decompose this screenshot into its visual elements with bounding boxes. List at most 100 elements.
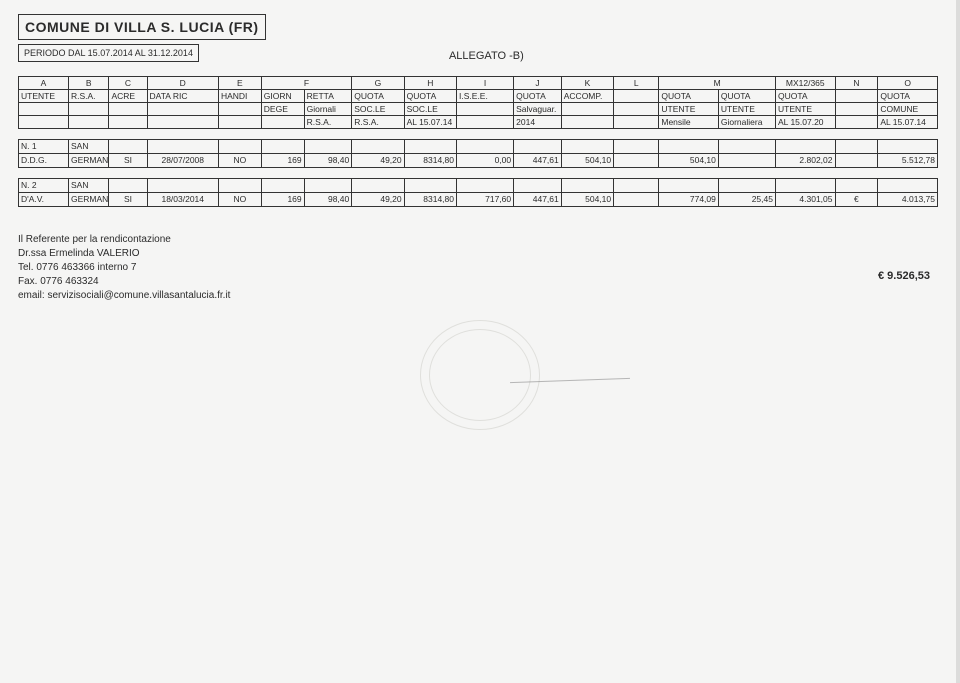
table-row: D'A.V. GERMANO SI 18/03/2014 NO 169 98,4… bbox=[19, 193, 938, 207]
cell: 504,10 bbox=[561, 154, 613, 168]
hcell bbox=[457, 103, 514, 116]
hcell: Salvaguar. bbox=[514, 103, 562, 116]
footer-line: Tel. 0776 463366 interno 7 bbox=[18, 261, 230, 275]
hcell: SOC.LE bbox=[404, 103, 456, 116]
col-letter: K bbox=[561, 77, 613, 90]
hcell: QUOTA bbox=[352, 90, 404, 103]
cell bbox=[261, 179, 304, 193]
header-row-1: UTENTE R.S.A. ACRE DATA RIC HANDI GIORN … bbox=[19, 90, 938, 103]
cell bbox=[878, 179, 938, 193]
hcell: R.S.A. bbox=[68, 90, 108, 103]
cell: 5.512,78 bbox=[878, 154, 938, 168]
cell: 504,10 bbox=[561, 193, 613, 207]
cell: 169 bbox=[261, 154, 304, 168]
data-block-1: N. 1 SAN D.D.G. GE bbox=[18, 139, 942, 168]
col-letter: A bbox=[19, 77, 69, 90]
col-letter: F bbox=[261, 77, 351, 90]
cell bbox=[614, 179, 659, 193]
cell: 169 bbox=[261, 193, 304, 207]
cell: NO bbox=[218, 154, 261, 168]
cell: 98,40 bbox=[304, 154, 352, 168]
table-row: N. 1 SAN bbox=[19, 140, 938, 154]
period-row: PERIODO DAL 15.07.2014 AL 31.12.2014 ALL… bbox=[18, 44, 942, 62]
hcell: DATA RIC bbox=[147, 90, 218, 103]
hcell bbox=[614, 103, 659, 116]
cell: 447,61 bbox=[514, 154, 562, 168]
scan-edge bbox=[956, 0, 960, 683]
cell: 2.802,02 bbox=[775, 154, 835, 168]
hcell bbox=[19, 103, 69, 116]
hcell bbox=[835, 90, 878, 103]
hcell bbox=[109, 116, 147, 129]
hcell: R.S.A. bbox=[304, 116, 352, 129]
col-letter: J bbox=[514, 77, 562, 90]
hcell: ACCOMP. bbox=[561, 90, 613, 103]
hcell: QUOTA bbox=[659, 90, 719, 103]
hcell: Giornali bbox=[304, 103, 352, 116]
hcell bbox=[835, 116, 878, 129]
hcell bbox=[614, 116, 659, 129]
cell: SAN bbox=[68, 140, 108, 154]
col-letter: MX12/365 bbox=[776, 77, 836, 90]
col-letter: N bbox=[835, 77, 878, 90]
footer-line: Fax. 0776 463324 bbox=[18, 275, 230, 289]
hcell: RETTA bbox=[304, 90, 352, 103]
cell bbox=[147, 179, 218, 193]
cell bbox=[218, 179, 261, 193]
hcell: AL 15.07.14 bbox=[878, 116, 938, 129]
cell: N. 1 bbox=[19, 140, 69, 154]
col-letter: I bbox=[457, 77, 514, 90]
cell: 4.301,05 bbox=[775, 193, 835, 207]
footer-line: Dr.ssa Ermelinda VALERIO bbox=[18, 247, 230, 261]
hcell bbox=[835, 103, 878, 116]
cell: 8314,80 bbox=[404, 154, 456, 168]
cell bbox=[109, 140, 147, 154]
cell: N. 2 bbox=[19, 179, 69, 193]
cell: D'A.V. bbox=[19, 193, 69, 207]
hcell bbox=[147, 103, 218, 116]
cell bbox=[614, 193, 659, 207]
cell: 18/03/2014 bbox=[147, 193, 218, 207]
hcell: QUOTA bbox=[404, 90, 456, 103]
hcell: QUOTA bbox=[776, 90, 836, 103]
cell bbox=[614, 154, 659, 168]
cell: 49,20 bbox=[352, 154, 404, 168]
hcell: SOC.LE bbox=[352, 103, 404, 116]
footer-text: Il Referente per la rendicontazione Dr.s… bbox=[18, 233, 230, 303]
cell bbox=[878, 140, 938, 154]
col-letter: H bbox=[404, 77, 456, 90]
cell bbox=[614, 140, 659, 154]
hcell: QUOTA bbox=[878, 90, 938, 103]
cell: 28/07/2008 bbox=[147, 154, 218, 168]
table-row: N. 2 SAN bbox=[19, 179, 938, 193]
cell: 8314,80 bbox=[404, 193, 456, 207]
col-letter: M bbox=[659, 77, 776, 90]
cell bbox=[718, 140, 775, 154]
cell bbox=[304, 140, 352, 154]
allegato-label: ALLEGATO -B) bbox=[449, 50, 524, 62]
cell: € bbox=[835, 193, 878, 207]
period: PERIODO DAL 15.07.2014 AL 31.12.2014 bbox=[18, 44, 199, 62]
hcell: COMUNE bbox=[878, 103, 938, 116]
cell bbox=[718, 179, 775, 193]
cell bbox=[835, 140, 878, 154]
hcell bbox=[261, 116, 304, 129]
cell: 774,09 bbox=[659, 193, 719, 207]
header-row-3: R.S.A. R.S.A. AL 15.07.14 2014 Mensile G… bbox=[19, 116, 938, 129]
col-letter: O bbox=[878, 77, 938, 90]
cell bbox=[561, 140, 613, 154]
cell bbox=[147, 140, 218, 154]
hcell: AL 15.07.14 bbox=[404, 116, 456, 129]
cell bbox=[109, 179, 147, 193]
col-letter: C bbox=[109, 77, 147, 90]
cell bbox=[404, 179, 456, 193]
cell bbox=[835, 179, 878, 193]
header-table: A B C D E F G H I J K L M MX12/365 N O U… bbox=[18, 76, 938, 129]
data-block-2: N. 2 SAN D'A.V. GE bbox=[18, 178, 942, 207]
hcell: UTENTE bbox=[659, 103, 719, 116]
footer-line: Il Referente per la rendicontazione bbox=[18, 233, 230, 247]
col-letter: B bbox=[68, 77, 108, 90]
cell bbox=[514, 179, 562, 193]
col-letter: L bbox=[614, 77, 659, 90]
cell: NO bbox=[218, 193, 261, 207]
